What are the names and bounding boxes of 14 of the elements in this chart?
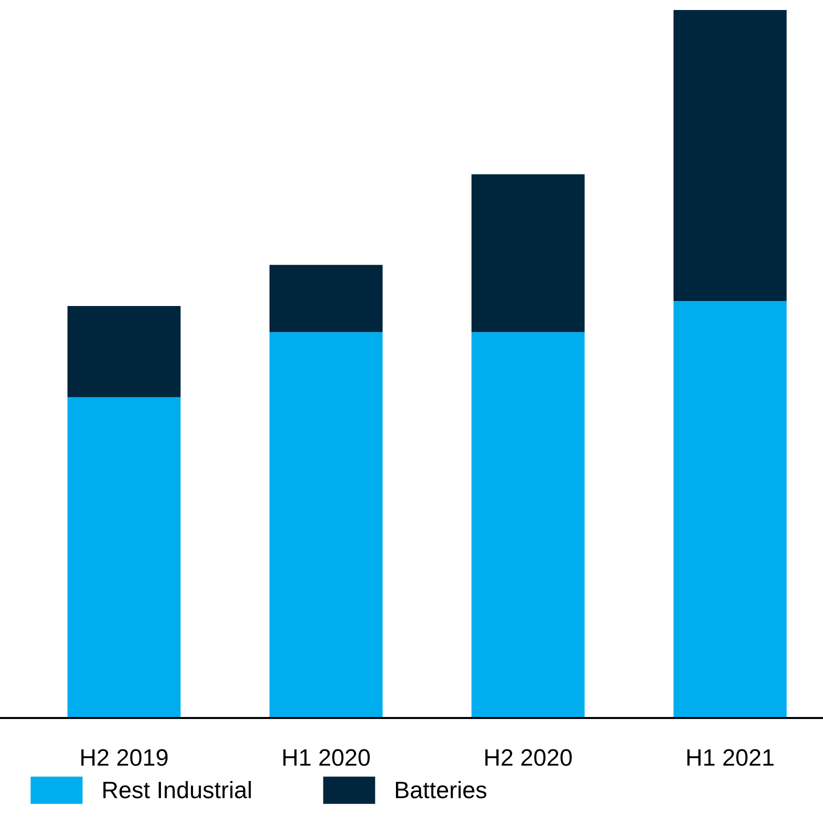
bar — [67, 397, 181, 718]
bar — [269, 332, 383, 718]
bar — [269, 264, 383, 332]
legend-label: Batteries — [396, 781, 486, 798]
x-tick-label: H2 2019 — [81, 749, 168, 766]
bar — [472, 332, 585, 718]
legend-label: Rest Industrial — [103, 781, 251, 798]
bar — [674, 10, 787, 301]
x-tick-label: H1 2021 — [687, 749, 774, 766]
bar — [674, 300, 787, 718]
bar — [67, 306, 181, 398]
bar — [472, 174, 585, 332]
x-tick-label: H2 2020 — [485, 749, 572, 766]
x-tick-label: H1 2020 — [283, 749, 370, 766]
